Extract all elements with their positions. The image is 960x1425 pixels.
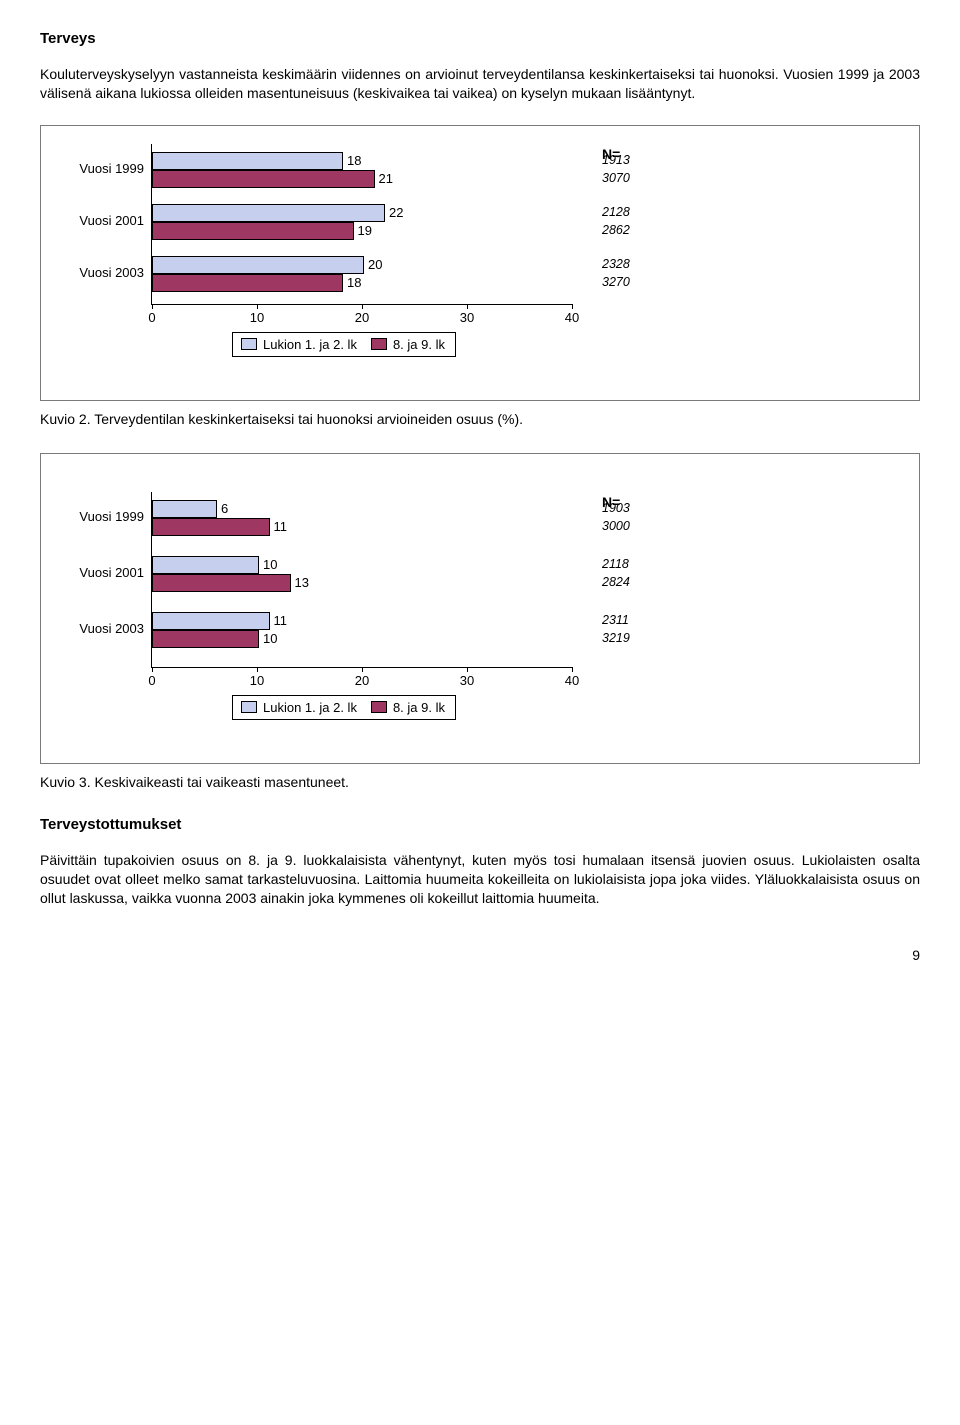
- x-tick: [467, 667, 468, 672]
- category-label: Vuosi 2001: [44, 213, 144, 228]
- chart-legend: Lukion 1. ja 2. lk 8. ja 9. lk: [232, 332, 456, 357]
- bar-value-b: 18: [347, 275, 361, 290]
- legend-swatch-b: [371, 338, 387, 350]
- bar-series-b: [152, 170, 375, 188]
- x-tick-label: 20: [355, 310, 369, 325]
- bar-value-b: 13: [295, 575, 309, 590]
- bar-value-a: 20: [368, 257, 382, 272]
- bar-series-b: [152, 574, 291, 592]
- side-n-value: 3070: [602, 171, 630, 185]
- section-title-terveys: Terveys: [40, 30, 920, 47]
- legend-swatch-a: [241, 338, 257, 350]
- side-n-value: 3000: [602, 519, 630, 533]
- side-n-value: 2824: [602, 575, 630, 589]
- page-number: 9: [40, 947, 920, 963]
- side-n-value: 3219: [602, 631, 630, 645]
- x-tick-label: 10: [250, 310, 264, 325]
- x-tick: [362, 304, 363, 309]
- bar-series-b: [152, 630, 259, 648]
- x-tick-label: 0: [148, 673, 155, 688]
- bar-value-b: 19: [358, 223, 372, 238]
- legend-swatch-a: [241, 701, 257, 713]
- x-tick: [152, 304, 153, 309]
- category-label: Vuosi 2003: [44, 265, 144, 280]
- side-n-value: 2328: [602, 257, 630, 271]
- x-tick-label: 0: [148, 310, 155, 325]
- legend-label-a: Lukion 1. ja 2. lk: [263, 700, 357, 715]
- bar-series-b: [152, 222, 354, 240]
- x-tick-label: 40: [565, 310, 579, 325]
- bar-series-a: [152, 204, 385, 222]
- bar-value-a: 18: [347, 153, 361, 168]
- legend-swatch-b: [371, 701, 387, 713]
- legend-label-b: 8. ja 9. lk: [393, 700, 445, 715]
- side-n-value: 2311: [602, 613, 629, 627]
- x-tick-label: 30: [460, 310, 474, 325]
- caption-kuvio2: Kuvio 2. Terveydentilan keskinkertaiseks…: [40, 411, 920, 427]
- bar-value-b: 11: [274, 519, 288, 534]
- side-n-value: 2862: [602, 223, 630, 237]
- x-tick-label: 30: [460, 673, 474, 688]
- section-title-terveystottumukset: Terveystottumukset: [40, 816, 920, 833]
- category-label: Vuosi 2003: [44, 621, 144, 636]
- x-tick: [362, 667, 363, 672]
- bar-value-a: 22: [389, 205, 403, 220]
- category-label: Vuosi 2001: [44, 565, 144, 580]
- x-tick-label: 20: [355, 673, 369, 688]
- bar-value-a: 10: [263, 557, 277, 572]
- side-n-value: 1913: [602, 153, 630, 167]
- x-tick: [467, 304, 468, 309]
- para-terveystottumukset: Päivittäin tupakoivien osuus on 8. ja 9.…: [40, 851, 920, 908]
- bar-series-b: [152, 518, 270, 536]
- bar-series-a: [152, 256, 364, 274]
- x-tick: [572, 304, 573, 309]
- side-n-value: 2128: [602, 205, 630, 219]
- chart-legend: Lukion 1. ja 2. lk 8. ja 9. lk: [232, 695, 456, 720]
- side-n-value: 3270: [602, 275, 630, 289]
- x-tick: [257, 667, 258, 672]
- x-tick-label: 40: [565, 673, 579, 688]
- bar-series-a: [152, 556, 259, 574]
- bar-series-a: [152, 612, 270, 630]
- x-tick-label: 10: [250, 673, 264, 688]
- caption-kuvio3: Kuvio 3. Keskivaikeasti tai vaikeasti ma…: [40, 774, 920, 790]
- para-terveys: Kouluterveyskyselyyn vastanneista keskim…: [40, 65, 920, 103]
- bar-value-b: 10: [263, 631, 277, 646]
- chart-kuvio2: 010203040N=1821Vuosi 1999191330702219Vuo…: [40, 125, 920, 401]
- side-n-value: 1903: [602, 501, 630, 515]
- bar-value-a: 6: [221, 501, 228, 516]
- bar-value-b: 21: [379, 171, 393, 186]
- legend-label-b: 8. ja 9. lk: [393, 337, 445, 352]
- x-tick: [572, 667, 573, 672]
- side-n-value: 2118: [602, 557, 629, 571]
- x-tick: [257, 304, 258, 309]
- category-label: Vuosi 1999: [44, 509, 144, 524]
- category-label: Vuosi 1999: [44, 161, 144, 176]
- chart-kuvio3: 010203040N=611Vuosi 1999190330001013Vuos…: [40, 453, 920, 764]
- bar-series-b: [152, 274, 343, 292]
- bar-series-a: [152, 500, 217, 518]
- bar-series-a: [152, 152, 343, 170]
- legend-label-a: Lukion 1. ja 2. lk: [263, 337, 357, 352]
- bar-value-a: 11: [274, 613, 288, 628]
- x-tick: [152, 667, 153, 672]
